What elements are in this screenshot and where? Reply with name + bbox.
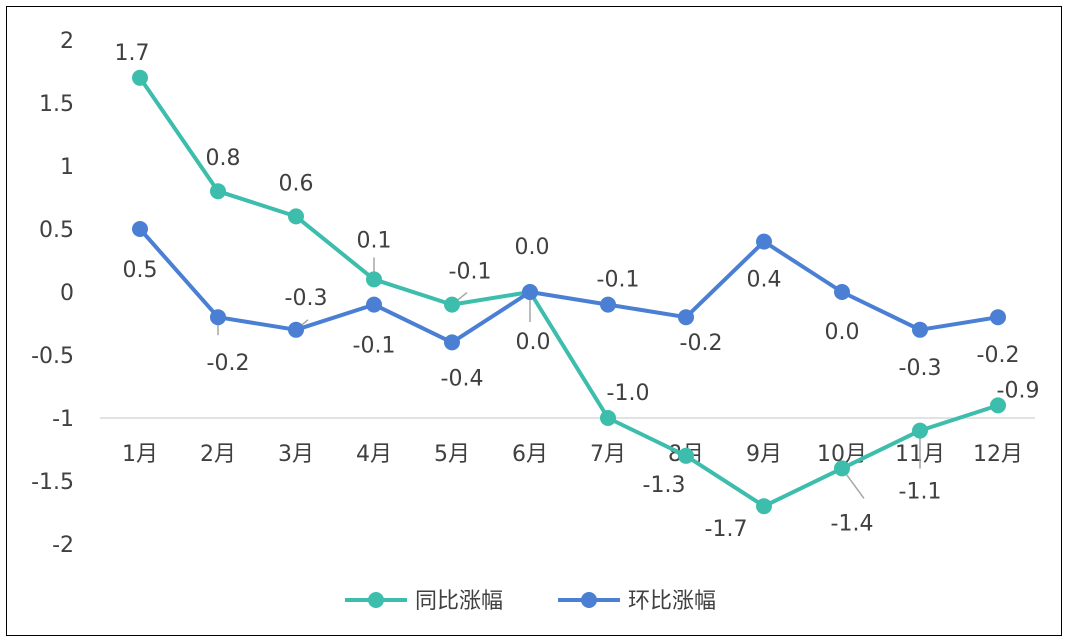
y-axis-ticks: 2 1.5 1 0.5 0 -0.5 -1 -1.5 -2 — [31, 29, 74, 558]
series-0-data-label-9: -1.4 — [831, 511, 874, 536]
series-0-point-4 — [444, 296, 460, 313]
series-1-point-11 — [990, 309, 1006, 326]
series-lines — [132, 69, 1006, 515]
series-0-data-label-3: 0.1 — [357, 228, 392, 253]
series-0-data-label-5: 0.0 — [515, 235, 550, 260]
series-0-data-label-0: 1.7 — [115, 41, 150, 66]
y-tick-label-5: -0.5 — [31, 344, 74, 369]
x-tick-label-2: 3月 — [278, 442, 314, 467]
legend-marker-0 — [368, 592, 384, 608]
series-1-data-label-4: -0.4 — [441, 366, 484, 391]
series-0-point-9 — [834, 460, 850, 477]
series-1-point-1 — [210, 309, 226, 326]
series-0-data-label-1: 0.8 — [206, 146, 241, 171]
series-1-point-5 — [522, 284, 538, 300]
legend-marker-1 — [581, 592, 597, 608]
series-line-0 — [138, 76, 999, 509]
series-0-point-3 — [366, 271, 382, 288]
series-1-point-9 — [834, 284, 850, 300]
series-0-point-2 — [288, 208, 304, 225]
series-1-point-4 — [444, 334, 460, 351]
y-tick-label-6: -1 — [52, 407, 74, 432]
series-1-data-label-9: 0.0 — [825, 320, 860, 345]
y-tick-label-7: -1.5 — [31, 470, 74, 495]
x-tick-label-8: 9月 — [746, 442, 782, 467]
chart-frame — [6, 6, 1062, 636]
series-1-data-label-10: -0.3 — [899, 356, 942, 381]
data-labels: 1.7 0.8 0.6 0.1 -0.1 0.0 -1.0 -1.3 -1.7 -1.4 -1.1 -… — [115, 41, 1040, 542]
series-0-data-label-10: -1.1 — [899, 480, 942, 505]
series-0-point-10 — [912, 422, 928, 439]
series-1-data-label-8: 0.4 — [747, 268, 782, 293]
y-tick-label-2: 1 — [60, 155, 74, 180]
legend: 同比涨幅 环比涨幅 — [345, 589, 716, 614]
series-0-data-label-11: -0.9 — [997, 378, 1040, 403]
series-1-data-label-0: 0.5 — [123, 258, 158, 283]
x-tick-label-11: 12月 — [973, 442, 1023, 467]
series-1-data-label-2: -0.3 — [285, 286, 328, 311]
series-1-data-label-5: 0.0 — [516, 330, 551, 355]
series-0-data-label-6: -1.0 — [607, 381, 650, 406]
series-1-point-10 — [912, 321, 928, 338]
series-1-point-2 — [288, 321, 304, 338]
y-tick-label-3: 0.5 — [39, 218, 74, 243]
series-1-data-label-11: -0.2 — [977, 343, 1020, 368]
series-1-point-3 — [366, 296, 382, 313]
series-1-data-label-6: -0.1 — [597, 268, 640, 293]
series-0-point-8 — [756, 498, 772, 515]
x-tick-label-4: 5月 — [434, 442, 470, 467]
y-tick-label-1: 1.5 — [39, 92, 74, 117]
series-1-point-6 — [600, 296, 616, 313]
x-tick-label-3: 4月 — [356, 442, 392, 467]
legend-label-0: 同比涨幅 — [415, 589, 503, 614]
series-0-data-label-4: -0.1 — [449, 260, 492, 285]
series-0-point-7 — [678, 447, 694, 464]
y-tick-label-0: 2 — [60, 29, 74, 54]
x-tick-label-5: 6月 — [512, 442, 548, 467]
x-tick-label-6: 7月 — [590, 442, 626, 467]
series-1-data-label-1: -0.2 — [207, 351, 250, 376]
series-0-data-label-8: -1.7 — [705, 517, 748, 542]
x-tick-label-1: 2月 — [200, 442, 236, 467]
x-axis: 1月2月3月4月5月6月7月8月9月10月11月12月 — [100, 417, 1035, 467]
series-0-point-0 — [132, 69, 148, 86]
series-1-point-8 — [756, 233, 772, 250]
x-tick-label-0: 1月 — [122, 442, 158, 467]
series-1-data-label-7: -0.2 — [680, 331, 723, 356]
legend-label-1: 环比涨幅 — [628, 589, 716, 614]
series-line-1 — [138, 227, 999, 345]
series-1-point-0 — [132, 221, 148, 237]
y-tick-label-4: 0 — [60, 281, 74, 306]
y-tick-label-8: -2 — [52, 533, 74, 558]
series-1-data-label-3: -0.1 — [353, 334, 396, 359]
series-0-data-label-2: 0.6 — [279, 171, 314, 196]
series-0-point-6 — [600, 410, 616, 426]
series-0-point-1 — [210, 183, 226, 200]
series-1-point-7 — [678, 309, 694, 326]
series-0-point-11 — [990, 397, 1006, 414]
series-0-data-label-7: -1.3 — [643, 473, 686, 498]
